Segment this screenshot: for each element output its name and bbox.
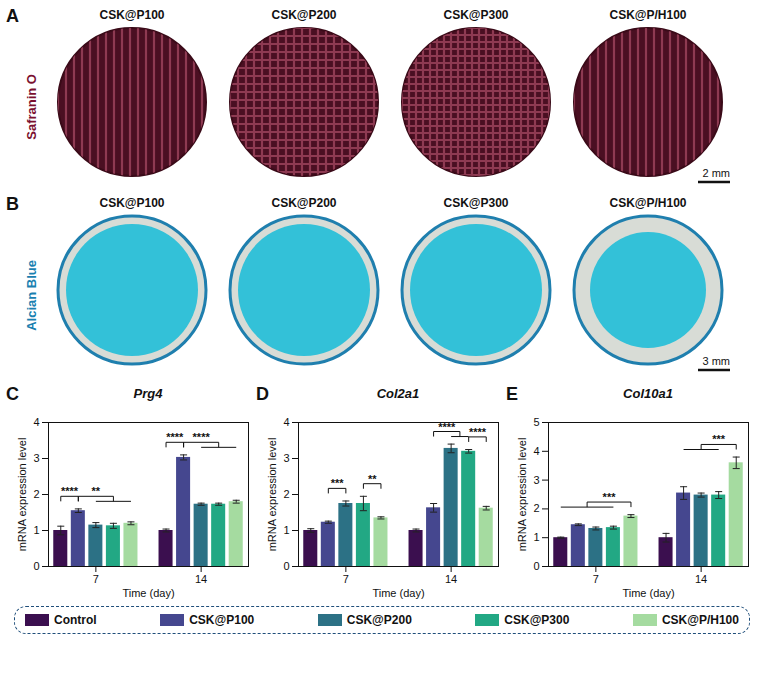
svg-text:0: 0	[283, 560, 289, 572]
svg-text:mRNA expression level: mRNA expression level	[266, 438, 278, 552]
svg-text:2 mm: 2 mm	[703, 167, 731, 179]
svg-text:****: ****	[61, 485, 79, 497]
svg-text:2: 2	[283, 488, 289, 500]
html-text:CSK@P100: CSK@P100	[99, 8, 165, 22]
html-text:C: C	[6, 384, 19, 404]
svg-text:**: **	[368, 473, 377, 485]
svg-text:4: 4	[283, 416, 289, 428]
svg-text:mRNA expression level: mRNA expression level	[516, 438, 528, 552]
svg-text:7: 7	[343, 573, 349, 585]
svg-text:3: 3	[33, 452, 39, 464]
svg-text:5: 5	[533, 416, 539, 428]
html-text:CSK@P300: CSK@P300	[443, 8, 509, 22]
html-text:CSK@P300: CSK@P300	[443, 196, 509, 210]
svg-text:3: 3	[533, 474, 539, 486]
html-text:B: B	[6, 194, 19, 214]
svg-text:14: 14	[695, 573, 707, 585]
svg-text:****: ****	[166, 431, 184, 443]
html-text:CSK@P/H100: CSK@P/H100	[609, 8, 687, 22]
html-text:CSK@P100: CSK@P100	[99, 196, 165, 210]
svg-text:***: ***	[712, 433, 726, 445]
html-text:Prg4: Prg4	[133, 386, 163, 401]
svg-text:0: 0	[533, 560, 539, 572]
html-text:CSK@P/H100: CSK@P/H100	[609, 196, 687, 210]
html-text:Safranin O: Safranin O	[23, 74, 39, 140]
html-text:Col10a1: Col10a1	[623, 386, 673, 401]
svg-text:1: 1	[33, 524, 39, 536]
svg-text:4: 4	[533, 445, 539, 457]
svg-text:***: ***	[603, 491, 617, 503]
svg-text:****: ****	[469, 426, 487, 438]
html-text:CSK@P/H100: CSK@P/H100	[661, 613, 739, 627]
svg-text:2: 2	[33, 488, 39, 500]
svg-text:mRNA expression level: mRNA expression level	[16, 438, 28, 552]
svg-text:2: 2	[533, 502, 539, 514]
html-text:E: E	[506, 384, 518, 404]
html-text:CSK@P200: CSK@P200	[346, 613, 412, 627]
html-text:CSK@P200: CSK@P200	[271, 196, 337, 210]
html-text:CSK@P300: CSK@P300	[504, 613, 570, 627]
svg-text:0: 0	[33, 560, 39, 572]
svg-text:4: 4	[33, 416, 39, 428]
svg-text:Time (day): Time (day)	[372, 587, 424, 599]
svg-text:***: ***	[331, 477, 345, 489]
svg-text:****: ****	[193, 431, 211, 443]
svg-text:Time (day): Time (day)	[122, 587, 174, 599]
html-text:Alcian Blue: Alcian Blue	[23, 259, 39, 331]
html-text:CSK@P200: CSK@P200	[271, 8, 337, 22]
svg-text:3: 3	[283, 452, 289, 464]
svg-text:3 mm: 3 mm	[703, 355, 731, 367]
svg-text:7: 7	[593, 573, 599, 585]
svg-text:1: 1	[283, 524, 289, 536]
svg-text:1: 1	[533, 531, 539, 543]
svg-text:Time (day): Time (day)	[622, 587, 674, 599]
svg-text:14: 14	[195, 573, 207, 585]
html-text:CSK@P100: CSK@P100	[189, 613, 255, 627]
html-text:Control: Control	[54, 613, 97, 627]
html-text:Col2a1: Col2a1	[376, 386, 420, 401]
html-text:D: D	[256, 384, 269, 404]
html-text:A: A	[6, 6, 19, 26]
svg-text:14: 14	[445, 573, 457, 585]
svg-text:7: 7	[93, 573, 99, 585]
svg-text:**: **	[92, 485, 101, 497]
